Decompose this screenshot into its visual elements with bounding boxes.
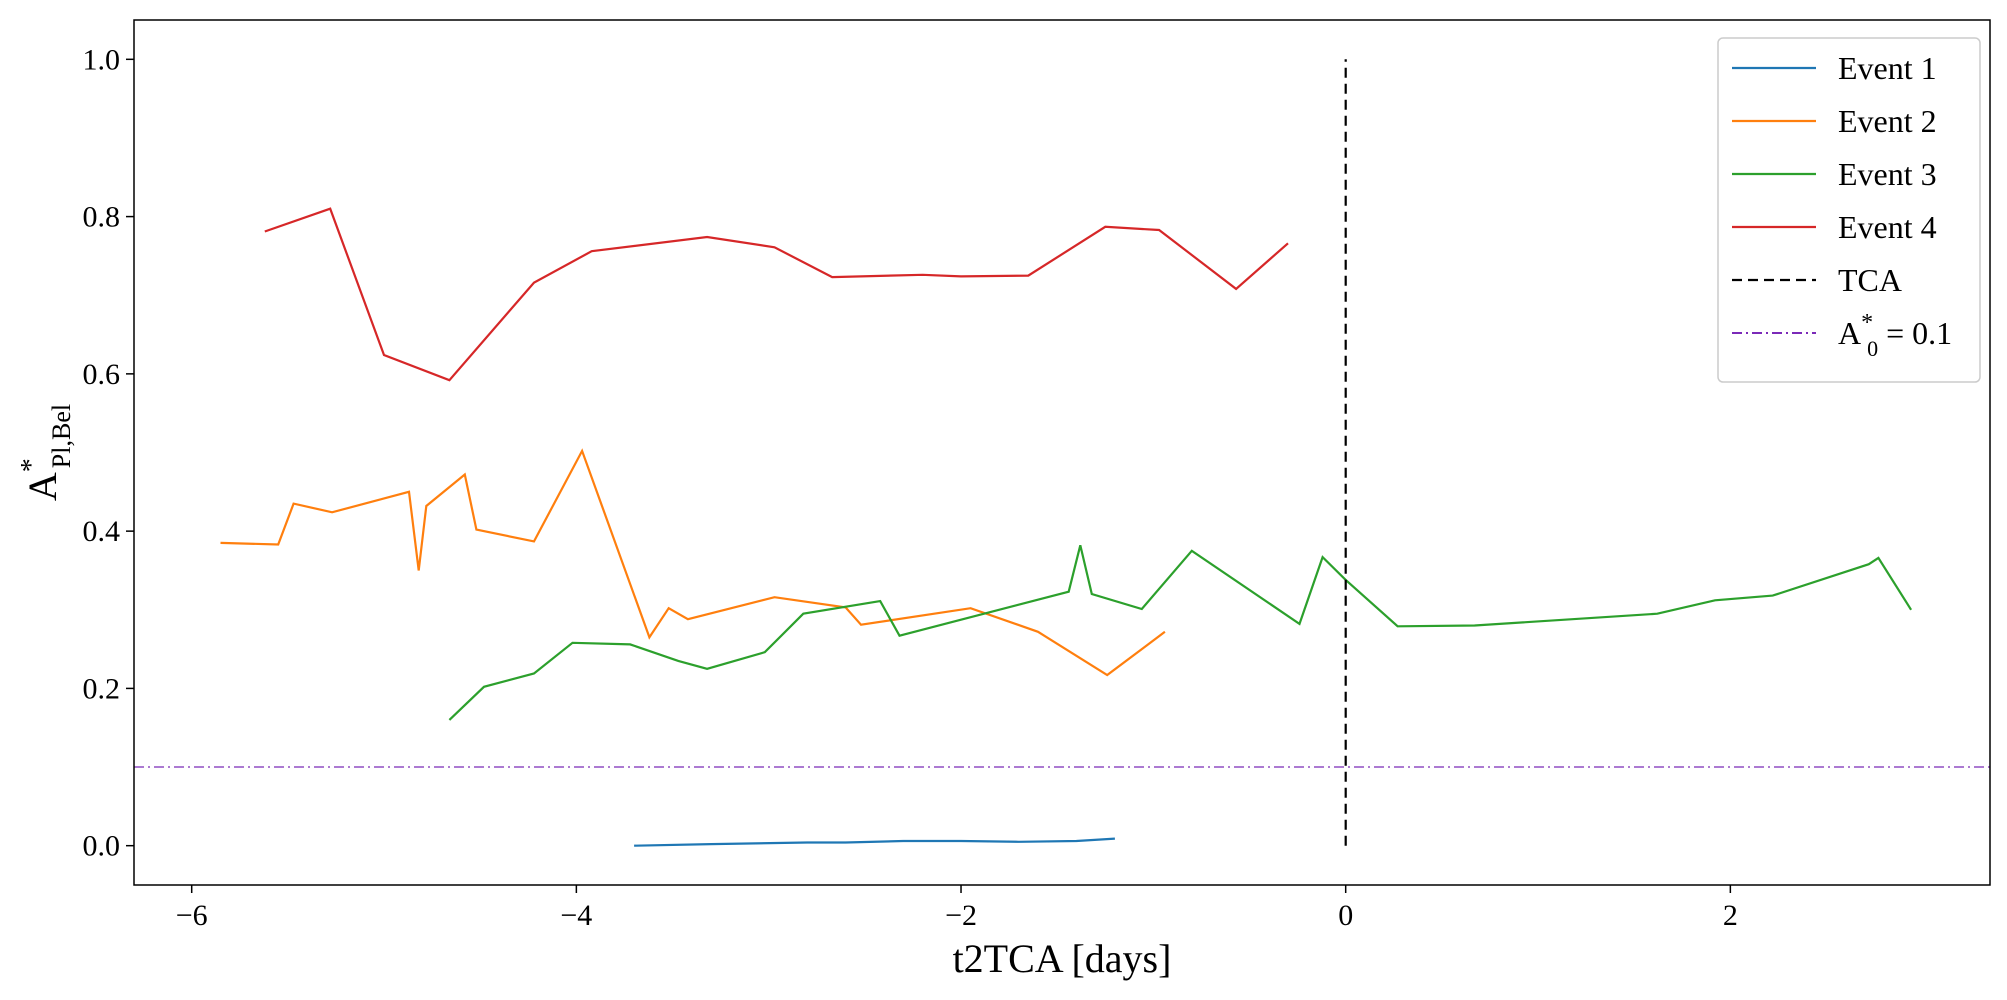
plot-lines	[134, 59, 1990, 847]
y-tick-label: 0.6	[83, 358, 121, 391]
y-tick-label: 0.0	[83, 830, 121, 863]
x-tick-label: −4	[560, 899, 592, 932]
x-axis: −6 −4 −2 0 2	[176, 885, 1738, 932]
series-line-2	[220, 448, 1166, 677]
x-tick-label: 2	[1723, 899, 1738, 932]
x-axis-label: t2TCA [days]	[953, 936, 1172, 981]
legend-box	[1717, 37, 1981, 383]
y-axis-label-main: A	[20, 472, 65, 501]
y-axis: 0.0 0.2 0.4 0.6 0.8 1.0	[83, 43, 134, 863]
series-line-3	[448, 545, 1913, 721]
legend-label-3: Event 3	[1838, 156, 1937, 192]
y-tick-label: 0.4	[83, 515, 121, 548]
y-axis-label: A*Pl,Bel	[16, 404, 76, 501]
y-tick-label: 0.2	[83, 672, 121, 705]
legend: Event 1 Event 2 Event 3 Event 4 TCA A* 0 = 0.1	[1717, 37, 1981, 383]
y-axis-label-sup: *	[16, 458, 47, 472]
series-line-1	[634, 837, 1115, 847]
y-tick-label: 0.8	[83, 201, 121, 234]
legend-label-1: Event 1	[1838, 50, 1937, 86]
x-tick-label: −6	[176, 899, 208, 932]
legend-label-6: A* 0 = 0.1	[1838, 310, 1952, 361]
x-tick-label: 0	[1338, 899, 1353, 932]
series-line-4	[264, 207, 1289, 382]
y-tick-label: 1.0	[83, 43, 121, 76]
legend-label-5: TCA	[1838, 262, 1902, 298]
plot-frame	[133, 19, 1991, 886]
x-tick-label: −2	[945, 899, 977, 932]
legend-label-4: Event 4	[1838, 209, 1937, 245]
legend-label-2: Event 2	[1838, 103, 1937, 139]
y-axis-label-sub: Pl,Bel	[47, 404, 76, 468]
